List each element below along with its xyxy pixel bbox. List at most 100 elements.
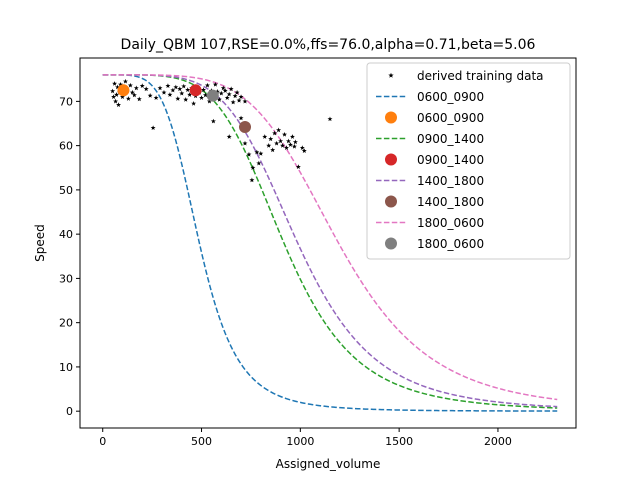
legend-box <box>366 62 571 260</box>
training-point <box>210 118 216 124</box>
curve-0900_1400 <box>102 74 558 409</box>
period-points <box>117 84 252 134</box>
training-points <box>110 78 333 183</box>
training-point <box>115 84 121 90</box>
training-point <box>136 96 142 102</box>
legend-marker-dot <box>385 111 397 124</box>
training-point <box>278 138 284 144</box>
training-point <box>282 131 287 137</box>
y-axis-ticks: 0 10 20 30 40 50 60 70 <box>59 95 80 418</box>
training-point <box>125 96 131 101</box>
training-point <box>238 115 244 121</box>
training-point <box>157 85 163 91</box>
x-tick-label: 0 <box>99 435 106 448</box>
training-point <box>114 92 120 97</box>
training-point <box>216 97 222 102</box>
legend-label: 0600_0900 <box>417 111 484 125</box>
legend-label: derived training data <box>417 69 544 83</box>
legend-label: 0600_0900 <box>417 90 484 104</box>
legend-label: 0900_1400 <box>417 153 484 167</box>
curve-1800_0600 <box>102 74 558 401</box>
x-axis-label: Assigned_volume <box>276 457 381 471</box>
training-point <box>232 93 238 99</box>
training-point <box>167 92 173 97</box>
training-point <box>139 83 145 88</box>
period-point-0600_0900 <box>117 84 130 97</box>
x-axis-ticks: 0 500 1000 1500 2000 <box>99 428 512 448</box>
legend-label: 0900_1400 <box>417 132 484 146</box>
training-point <box>270 147 276 153</box>
training-point <box>254 149 260 155</box>
training-point <box>183 97 189 102</box>
training-point <box>127 82 133 88</box>
training-point <box>287 142 293 147</box>
training-point <box>170 87 176 93</box>
training-point <box>131 92 137 98</box>
training-point <box>327 116 333 122</box>
training-point <box>179 90 185 96</box>
training-point <box>256 160 262 166</box>
training-point <box>161 89 167 95</box>
training-point <box>301 148 307 154</box>
training-point <box>295 164 301 169</box>
y-tick-label: 20 <box>59 317 73 330</box>
training-point <box>201 87 206 92</box>
training-point <box>299 145 305 150</box>
training-point <box>234 89 240 95</box>
training-point <box>206 98 212 104</box>
training-point <box>262 134 268 139</box>
training-point <box>284 145 289 150</box>
training-point <box>181 83 187 89</box>
legend-label: 1800_0600 <box>417 216 484 230</box>
x-tick-label: 1500 <box>385 435 413 448</box>
legend: derived training data 0600_0900 0600_0900 0… <box>366 62 571 260</box>
period-point-1400_1800 <box>239 121 252 134</box>
legend-label: 1400_1800 <box>417 174 484 188</box>
training-point <box>191 100 197 106</box>
training-point <box>289 134 295 139</box>
training-point <box>266 143 272 148</box>
legend-marker-dot <box>385 195 397 208</box>
x-tick-label: 1000 <box>286 435 314 448</box>
y-tick-label: 60 <box>59 140 73 153</box>
training-point <box>276 127 282 133</box>
training-point <box>120 94 125 100</box>
training-point <box>212 81 218 87</box>
period-point-0900_1400 <box>189 84 202 97</box>
training-point <box>238 94 244 100</box>
legend-marker-dot <box>385 237 397 250</box>
y-tick-label: 0 <box>66 405 73 418</box>
legend-label: 1800_0600 <box>417 237 484 251</box>
training-point <box>153 95 159 100</box>
training-point <box>110 88 116 94</box>
period-point-1800_0600 <box>206 89 219 102</box>
y-tick-label: 40 <box>59 228 73 241</box>
training-point <box>118 81 123 87</box>
training-point <box>258 151 264 156</box>
curve-1400_1800 <box>102 74 558 408</box>
chart-title: Daily_QBM 107,RSE=0.0%,ffs=76.0,alpha=0.… <box>121 37 536 53</box>
training-point <box>226 134 232 139</box>
y-axis-label: Speed <box>33 224 47 262</box>
model-curves <box>102 74 558 412</box>
plot-frame <box>79 57 577 429</box>
training-point <box>199 95 204 100</box>
training-point <box>133 85 139 91</box>
training-point <box>187 92 193 97</box>
training-point <box>122 78 128 84</box>
legend-label: 1400_1800 <box>417 195 484 209</box>
training-point <box>226 91 232 97</box>
training-point <box>218 90 224 96</box>
x-tick-label: 2000 <box>484 435 512 448</box>
training-point <box>177 86 183 92</box>
training-point <box>147 93 153 98</box>
training-point <box>246 151 252 157</box>
training-point <box>129 89 135 95</box>
training-point <box>236 97 242 103</box>
training-point <box>150 125 156 131</box>
training-point <box>214 89 220 94</box>
y-tick-label: 10 <box>59 361 73 374</box>
training-point <box>173 84 179 90</box>
training-point <box>242 140 248 146</box>
